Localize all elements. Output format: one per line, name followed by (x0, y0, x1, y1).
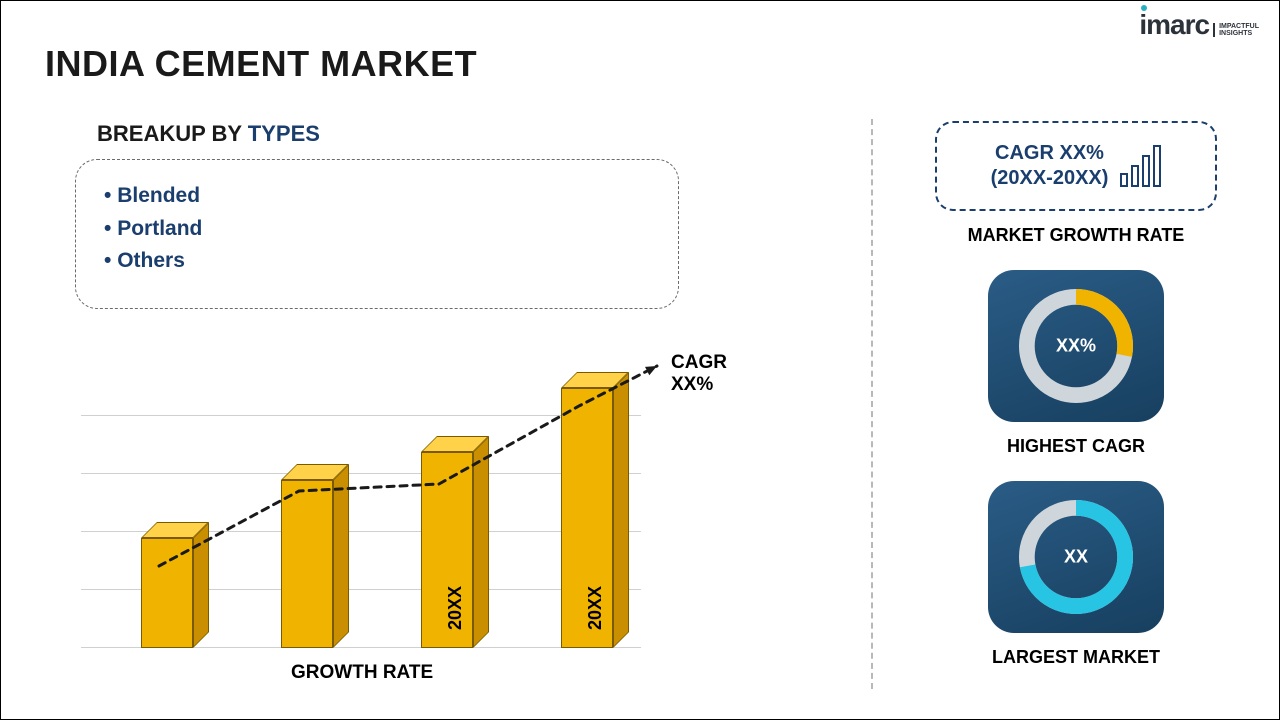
donut-chart: XX% (1017, 287, 1135, 405)
growth-rate-label: MARKET GROWTH RATE (968, 225, 1185, 246)
breakup-types-box: Blended Portland Others (75, 159, 679, 309)
highest-cagr-label: HIGHEST CAGR (1007, 436, 1145, 457)
chart-bar (141, 522, 209, 648)
growth-text: CAGR XX% (20XX-20XX) (991, 141, 1109, 191)
largest-market-label: LARGEST MARKET (992, 647, 1160, 668)
brand-logo: imarc IMPACTFULINSIGHTS (1139, 9, 1259, 41)
growth-bar-chart: 20XX20XX CAGR XX% GROWTH RATE (81, 356, 691, 666)
page-title: INDIA CEMENT MARKET (45, 43, 477, 85)
list-item: Others (104, 245, 650, 278)
highest-cagr-tile: XX% (988, 270, 1164, 422)
chart-bar: 20XX (561, 372, 629, 648)
x-axis-label: GROWTH RATE (291, 662, 433, 684)
right-column: CAGR XX% (20XX-20XX) MARKET GROWTH RATE … (911, 121, 1241, 668)
breakup-heading: BREAKUP BY TYPES (97, 121, 320, 147)
market-growth-box: CAGR XX% (20XX-20XX) (935, 121, 1217, 211)
largest-market-tile: XX (988, 481, 1164, 633)
logo-wordmark: imarc (1139, 9, 1209, 41)
chart-bar (281, 464, 349, 648)
mini-bar-chart-icon (1120, 145, 1161, 187)
list-item: Blended (104, 180, 650, 213)
donut-chart: XX (1017, 498, 1135, 616)
vertical-divider (871, 119, 873, 689)
chart-bar: 20XX (421, 436, 489, 648)
logo-tagline: IMPACTFULINSIGHTS (1213, 23, 1259, 37)
cagr-annotation: CAGR XX% (671, 352, 727, 396)
bar-year-label: 20XX (585, 586, 606, 630)
types-list: Blended Portland Others (104, 180, 650, 278)
list-item: Portland (104, 213, 650, 246)
bar-year-label: 20XX (445, 586, 466, 630)
